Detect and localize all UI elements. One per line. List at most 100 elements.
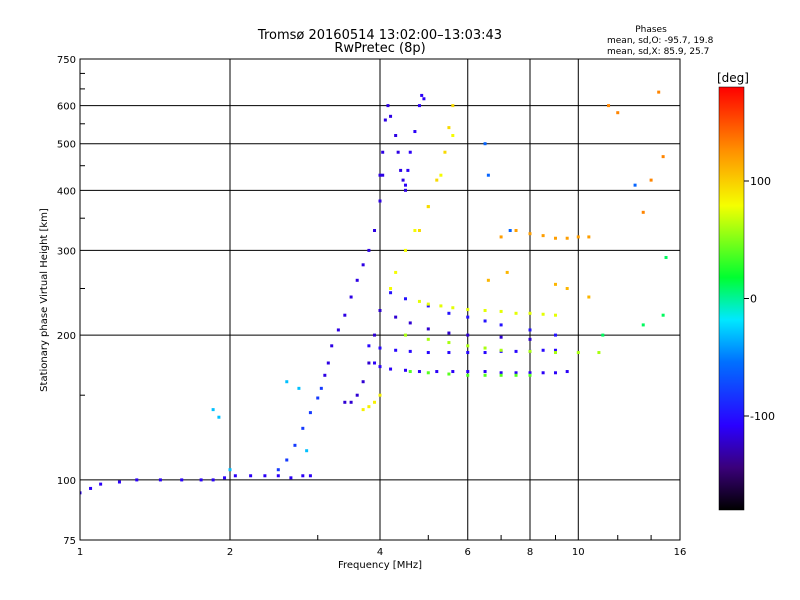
- data-point: [413, 130, 417, 134]
- data-point: [661, 313, 665, 317]
- data-point: [336, 328, 340, 332]
- data-point: [553, 236, 557, 240]
- data-point: [389, 114, 393, 118]
- data-point: [587, 235, 591, 239]
- data-point: [443, 150, 447, 154]
- colorbar: [718, 86, 745, 511]
- data-point: [601, 333, 605, 337]
- data-point: [483, 319, 487, 323]
- data-point: [439, 173, 443, 177]
- data-point: [403, 188, 407, 192]
- data-point: [99, 482, 103, 486]
- data-point: [499, 373, 503, 377]
- chart-subtitle: RwPretec (8p): [334, 41, 425, 56]
- data-point: [541, 312, 545, 316]
- data-point: [349, 400, 353, 404]
- data-point: [641, 323, 645, 327]
- data-point: [211, 408, 215, 412]
- data-point: [406, 168, 410, 172]
- data-point: [451, 370, 455, 374]
- data-point: [389, 367, 393, 371]
- data-point: [326, 361, 330, 365]
- data-point: [199, 478, 203, 482]
- data-point: [451, 104, 455, 108]
- data-point: [180, 478, 184, 482]
- data-point: [483, 346, 487, 350]
- data-point: [447, 372, 451, 376]
- data-point: [528, 232, 532, 236]
- x-axis: 1 2 4 6 8 10 16: [77, 535, 686, 558]
- data-point: [276, 468, 280, 472]
- data-point: [514, 349, 518, 353]
- x-tick-label: 2: [227, 547, 233, 558]
- data-point: [420, 93, 424, 97]
- data-point: [394, 270, 398, 274]
- stats-heading: Phases: [635, 25, 667, 35]
- data-point: [80, 491, 82, 495]
- data-point: [381, 150, 385, 154]
- data-point: [378, 309, 382, 313]
- data-point: [367, 405, 371, 409]
- data-point: [355, 393, 359, 397]
- y-tick-label: 75: [63, 536, 76, 547]
- data-point: [381, 173, 385, 177]
- data-point: [158, 478, 162, 482]
- data-point: [417, 104, 421, 108]
- plot-frame: [79, 58, 681, 541]
- data-points: [80, 90, 668, 495]
- data-point: [378, 173, 382, 177]
- y-tick-label: 500: [57, 140, 76, 151]
- data-point: [641, 210, 645, 214]
- data-point: [399, 168, 403, 172]
- data-point: [417, 228, 421, 232]
- data-point: [466, 351, 470, 355]
- data-point: [607, 104, 611, 108]
- data-point: [528, 349, 532, 353]
- data-point: [323, 373, 327, 377]
- x-tick-label: 1: [77, 547, 83, 558]
- data-point: [135, 478, 139, 482]
- data-point: [514, 228, 518, 232]
- data-point: [528, 373, 532, 377]
- data-point: [565, 286, 569, 290]
- data-point: [576, 235, 580, 239]
- y-tick-label: 750: [57, 55, 76, 66]
- data-point: [373, 333, 377, 337]
- data-point: [553, 348, 557, 352]
- data-point: [447, 311, 451, 315]
- data-point: [528, 371, 532, 375]
- data-point: [597, 351, 601, 355]
- data-point: [349, 295, 353, 299]
- data-point: [528, 337, 532, 341]
- data-point: [373, 228, 377, 232]
- data-point: [330, 344, 334, 348]
- data-point: [319, 386, 323, 390]
- data-point: [508, 228, 512, 232]
- data-point: [263, 474, 267, 478]
- data-point: [413, 228, 417, 232]
- data-point: [553, 371, 557, 375]
- data-point: [373, 361, 377, 365]
- data-point: [499, 335, 503, 339]
- data-point: [435, 178, 439, 182]
- data-point: [426, 337, 430, 341]
- data-point: [301, 426, 305, 430]
- stats-x: mean, sd,X: 85.9, 25.7: [607, 47, 709, 57]
- data-point: [576, 351, 580, 355]
- grid-lines: [80, 59, 680, 540]
- data-point: [361, 408, 365, 412]
- colorbar-label: [deg]: [717, 71, 749, 85]
- data-point: [528, 328, 532, 332]
- data-point: [541, 234, 545, 238]
- data-point: [565, 236, 569, 240]
- data-point: [514, 371, 518, 375]
- data-point: [417, 370, 421, 374]
- data-point: [308, 474, 312, 478]
- data-point: [89, 486, 93, 490]
- data-point: [466, 333, 470, 337]
- data-point: [587, 295, 591, 299]
- data-point: [633, 183, 637, 187]
- data-point: [499, 323, 503, 327]
- data-point: [447, 341, 451, 345]
- data-point: [426, 302, 430, 306]
